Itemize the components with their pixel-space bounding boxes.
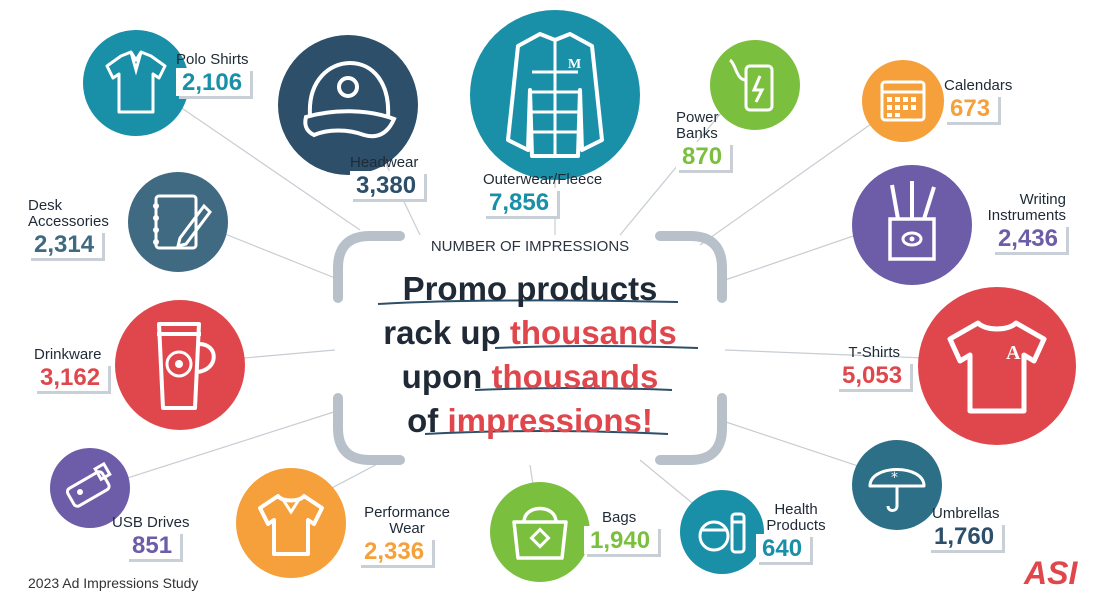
polo-shirts-circle xyxy=(83,30,189,136)
writing-instruments-circle xyxy=(852,165,972,285)
performance-wear-circle xyxy=(236,468,346,578)
footer-source: 2023 Ad Impressions Study xyxy=(28,575,199,591)
tote-bag-icon xyxy=(512,506,568,560)
notebook-icon xyxy=(153,194,212,250)
item-value: 2,336 xyxy=(358,537,433,565)
item-value: 2,436 xyxy=(991,224,1066,252)
label-calendars: Calendars 673 xyxy=(944,78,1012,122)
item-name: Calendars xyxy=(944,77,1013,94)
item-value: 1,760 xyxy=(928,522,1003,550)
svg-text:*: * xyxy=(891,470,898,486)
item-value: 3,380 xyxy=(350,171,425,199)
item-value: 640 xyxy=(756,534,811,562)
label-health-products: Health Products 640 xyxy=(756,502,836,562)
headwear-circle xyxy=(278,35,418,175)
item-name: Health Products xyxy=(766,501,826,534)
travel-mug-icon xyxy=(157,322,216,410)
label-bags: Bags 1,940 xyxy=(584,509,659,554)
svg-text:A: A xyxy=(1006,342,1021,364)
item-name: Writing Instruments xyxy=(987,191,1066,224)
headline-emphasis: thousands xyxy=(509,314,677,351)
power-bank-icon xyxy=(728,58,774,112)
label-drinkware: Drinkware 3,162 xyxy=(34,346,109,391)
item-value: 3,162 xyxy=(34,363,109,391)
headline-line-3: upon thousands xyxy=(330,358,730,396)
label-power-banks: Power Banks 870 xyxy=(676,110,736,170)
item-name: T-Shirts xyxy=(848,344,901,361)
health-products-circle xyxy=(680,490,764,574)
item-value: 2,314 xyxy=(28,230,103,258)
item-name: Desk Accessories xyxy=(28,197,109,230)
svg-text:ASI: ASI xyxy=(1023,555,1078,590)
panel-heading: NUMBER OF IMPRESSIONS xyxy=(430,238,630,255)
usb-drives-circle xyxy=(50,448,130,528)
label-outerwear: Outerwear/Fleece 7,856 xyxy=(483,172,602,216)
item-value: 851 xyxy=(126,531,181,559)
cap-icon xyxy=(303,60,397,139)
jacket-icon: M xyxy=(506,32,604,158)
calendars-circle xyxy=(862,60,944,142)
label-headwear: Headwear 3,380 xyxy=(350,154,425,199)
item-name: Outerwear/Fleece xyxy=(483,171,603,188)
power-banks-circle xyxy=(710,40,800,130)
item-name: Performance Wear xyxy=(364,504,450,537)
tshirt-icon: A xyxy=(947,320,1047,414)
tshirts-circle: A xyxy=(918,287,1076,445)
bracket-frame xyxy=(333,231,727,465)
bags-circle xyxy=(490,482,590,582)
item-name: Umbrellas xyxy=(932,505,1000,522)
headline-emphasis: impressions! xyxy=(447,402,653,439)
item-name: Polo Shirts xyxy=(176,51,249,68)
item-value: 7,856 xyxy=(483,188,558,216)
label-writing-instruments: Writing Instruments 2,436 xyxy=(966,192,1066,252)
item-name: Bags xyxy=(602,509,637,526)
headline-text: rack up xyxy=(383,314,510,351)
calendar-icon xyxy=(880,80,926,122)
item-value: 2,106 xyxy=(176,68,251,96)
label-polo-shirts: Polo Shirts 2,106 xyxy=(176,51,251,96)
label-tshirts: T-Shirts 5,053 xyxy=(836,344,911,389)
headline-panel: NUMBER OF IMPRESSIONS Promo products rac… xyxy=(330,228,730,468)
usb-drive-icon xyxy=(65,461,112,508)
item-value: 1,940 xyxy=(584,526,659,554)
item-name: USB Drives xyxy=(112,514,190,531)
item-value: 870 xyxy=(676,142,731,170)
polo-shirt-icon xyxy=(105,50,167,114)
pen-cup-icon xyxy=(888,181,936,261)
outerwear-circle: M xyxy=(470,10,640,180)
performance-shirt-icon xyxy=(258,494,324,556)
umbrella-icon: * xyxy=(868,468,926,512)
item-name: Headwear xyxy=(350,154,419,171)
headline-line-2: rack up thousands xyxy=(330,314,730,352)
label-usb-drives: USB Drives 851 xyxy=(112,515,190,559)
umbrellas-circle: * xyxy=(852,440,942,530)
headline-emphasis: thousands xyxy=(491,358,659,395)
desk-accessories-circle xyxy=(128,172,228,272)
label-umbrellas: Umbrellas 1,760 xyxy=(928,505,1003,550)
headline-line-1: Promo products xyxy=(402,270,658,307)
health-products-icon xyxy=(698,512,746,554)
label-performance-wear: Performance Wear 2,336 xyxy=(352,505,462,565)
headline-line-4: of impressions! xyxy=(330,402,730,440)
headline-text: upon xyxy=(401,358,492,395)
label-desk-accessories: Desk Accessories 2,314 xyxy=(28,198,128,258)
svg-text:M: M xyxy=(568,57,581,72)
asi-logo: ASI xyxy=(1023,555,1078,590)
drinkware-circle xyxy=(115,300,245,430)
item-name: Drinkware xyxy=(34,346,102,363)
item-name: Power Banks xyxy=(676,109,719,142)
headline-text: of xyxy=(407,402,448,439)
item-value: 673 xyxy=(944,94,999,122)
item-value: 5,053 xyxy=(836,361,911,389)
